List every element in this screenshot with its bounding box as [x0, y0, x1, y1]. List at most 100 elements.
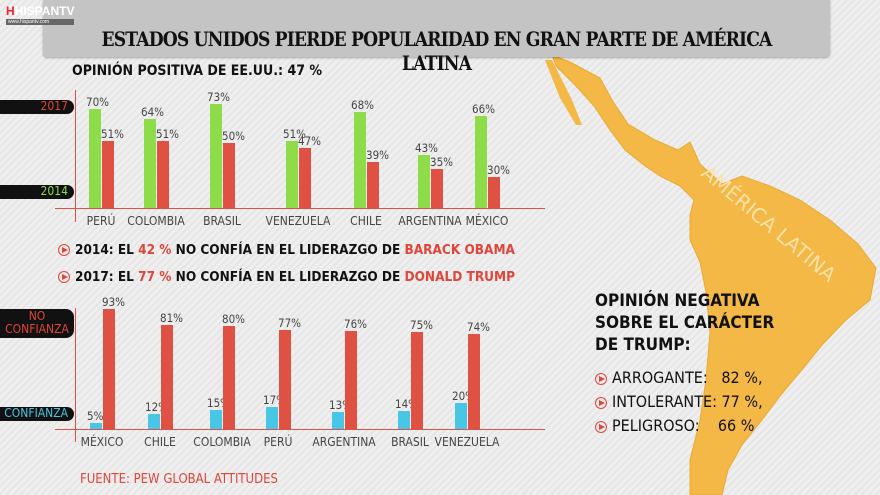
data-label: 5%: [87, 408, 104, 423]
bar-2017: [102, 141, 114, 208]
data-label: 39%: [366, 147, 389, 162]
trait-intolerante: INTOLERANTE: 77 %,: [595, 392, 763, 411]
chart1-baseline: [55, 208, 545, 209]
bar-confianza: [398, 410, 410, 429]
statement-name: BARACK OBAMA: [404, 242, 515, 258]
category-label: ARGENTINA: [312, 435, 376, 449]
data-label: 30%: [487, 163, 510, 177]
bar-confianza: [266, 407, 278, 429]
data-label: 73%: [207, 90, 230, 104]
bar-no-confianza: [103, 309, 115, 429]
statement-name: DONALD TRUMP: [404, 269, 516, 285]
data-label: 93%: [102, 295, 125, 310]
trait-label: ARROGANTE: 82 %,: [612, 368, 763, 387]
category-label: BRASIL: [391, 435, 429, 449]
category-label: MÉXICO: [465, 214, 509, 228]
title-line: DE TRUMP:: [595, 335, 691, 355]
data-label: 35%: [430, 154, 453, 169]
bar-no-confianza: [223, 325, 235, 429]
statement-pct: 42 %: [138, 242, 172, 258]
data-label: 80%: [222, 311, 245, 326]
map-shape: [551, 54, 877, 495]
data-label: 77%: [278, 315, 301, 330]
legend-2014: 2014: [0, 185, 74, 199]
bar-confianza: [90, 422, 102, 429]
arrow-icon: [595, 421, 607, 433]
bar-confianza: [210, 409, 222, 429]
statement-2017: 2017: EL 77 % NO CONFÍA EN EL LIDERAZGO …: [58, 269, 515, 285]
data-label: 50%: [222, 129, 245, 143]
data-label: 76%: [344, 316, 367, 331]
arrow-icon: [58, 271, 70, 283]
statement-middle: NO CONFÍA EN EL LIDERAZGO DE: [171, 269, 405, 285]
source-note: FUENTE: PEW GLOBAL ATTITUDES: [80, 472, 278, 487]
page-title: ESTADOS UNIDOS PIERDE POPULARIDAD EN GRA…: [101, 27, 772, 75]
statement-2014: 2014: EL 42 % NO CONFÍA EN EL LIDERAZGO …: [58, 242, 515, 258]
bar-2017: [488, 177, 500, 208]
chart2-y-axis: [75, 308, 76, 442]
data-label: 68%: [351, 98, 374, 113]
chart1-y-axis: [75, 90, 76, 222]
bar-confianza: [148, 413, 160, 429]
data-label: 51%: [283, 127, 306, 142]
bar-2017: [223, 143, 235, 208]
chart2-baseline: [55, 429, 545, 430]
category-label: COLOMBIA: [193, 435, 251, 449]
bar-confianza: [332, 412, 344, 429]
title-line: OPINIÓN NEGATIVA: [595, 291, 760, 311]
trait-label: PELIGROSO: 66 %: [612, 416, 755, 435]
trait-arrogante: ARROGANTE: 82 %,: [595, 368, 763, 387]
bar-no-confianza: [468, 333, 480, 429]
category-label: VENEZUELA: [265, 214, 331, 228]
arrow-icon: [595, 373, 607, 385]
hispantv-logo: HHISPANTV www.hispantv.com: [6, 4, 75, 25]
data-label: 43%: [415, 140, 438, 155]
bar-2017: [431, 168, 443, 208]
statement-prefix: 2017: EL: [75, 269, 139, 285]
trait-label: INTOLERANTE: 77 %,: [612, 392, 763, 411]
bar-2014: [354, 112, 366, 208]
bar-no-confianza: [161, 324, 173, 429]
negative-opinion-title: OPINIÓN NEGATIVA SOBRE EL CARÁCTER DE TR…: [595, 290, 774, 356]
bar-no-confianza: [411, 332, 423, 429]
baja-peninsula: [545, 60, 582, 125]
data-label: 66%: [472, 101, 495, 116]
bar-2014: [475, 115, 487, 208]
category-label: ARGENTINA: [398, 214, 462, 228]
category-label: MÉXICO: [80, 435, 124, 449]
category-label: PERÚ: [86, 214, 116, 228]
bar-2014: [89, 109, 101, 208]
data-label: 70%: [86, 95, 109, 109]
category-label: BRASIL: [203, 214, 241, 228]
bar-confianza: [455, 403, 467, 429]
arrow-icon: [595, 397, 607, 409]
trait-peligroso: PELIGROSO: 66 %: [595, 416, 754, 435]
data-label: 81%: [160, 310, 183, 325]
bar-2017: [299, 148, 311, 208]
title-line: SOBRE EL CARÁCTER: [595, 313, 775, 333]
title-bar: [43, 0, 830, 57]
category-label: CHILE: [350, 214, 382, 228]
data-label: 74%: [467, 319, 490, 334]
category-label: CHILE: [144, 435, 176, 449]
arrow-icon: [58, 244, 70, 256]
bar-2014: [286, 141, 298, 208]
data-label: 51%: [101, 127, 124, 142]
legend-2017: 2017: [0, 100, 74, 114]
bar-2014: [418, 154, 430, 208]
category-label: COLOMBIA: [127, 214, 185, 228]
bar-2017: [367, 161, 379, 208]
category-label: VENEZUELA: [434, 435, 500, 449]
data-label: 51%: [156, 127, 179, 142]
statement-middle: NO CONFÍA EN EL LIDERAZGO DE: [171, 242, 405, 258]
data-label: 47%: [298, 134, 321, 149]
bar-no-confianza: [345, 330, 357, 429]
bar-no-confianza: [279, 329, 291, 429]
data-label: 75%: [410, 318, 433, 333]
bar-2017: [157, 141, 169, 208]
bar-2014: [210, 104, 222, 208]
chart1-title: OPINIÓN POSITIVA DE EE.UU.: 47 %: [72, 63, 322, 79]
category-label: PERÚ: [263, 435, 293, 449]
statement-prefix: 2014: EL: [75, 242, 139, 258]
